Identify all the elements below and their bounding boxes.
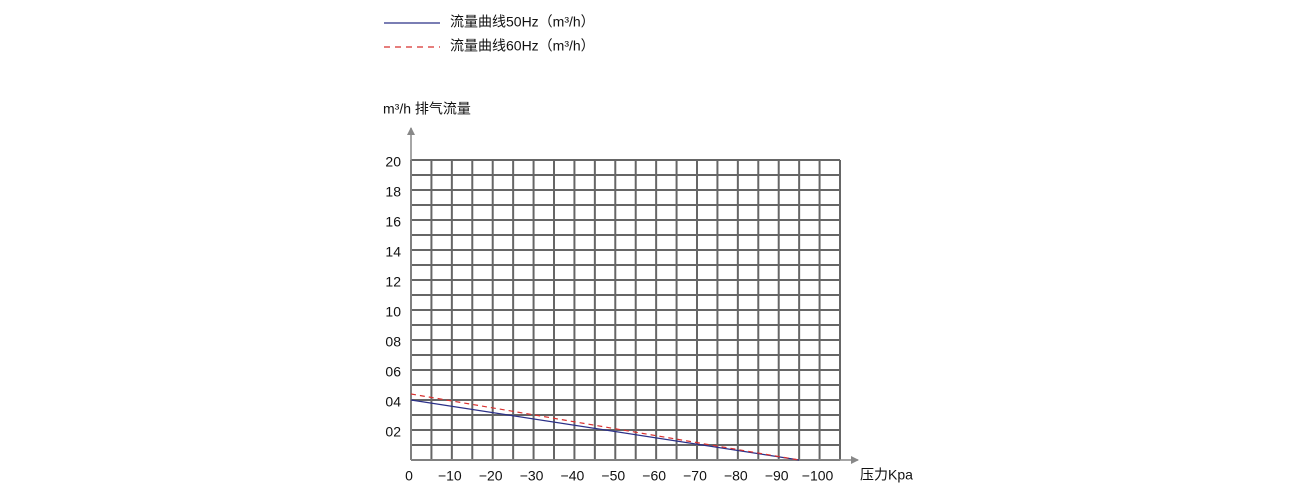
y-tick-label: 10 <box>385 304 401 320</box>
x-tick-label: −50 <box>601 468 625 484</box>
y-tick-label: 12 <box>385 274 401 290</box>
legend-label: 流量曲线50Hz（m³/h） <box>450 14 595 30</box>
y-tick-label: 18 <box>385 184 401 200</box>
x-axis-title: 压力Kpa <box>860 467 913 483</box>
x-tick-label: −100 <box>802 468 834 484</box>
y-tick-label: 16 <box>385 214 401 230</box>
x-tick-label: −10 <box>438 468 462 484</box>
x-tick-label: −20 <box>479 468 503 484</box>
x-tick-label: −80 <box>724 468 748 484</box>
legend-label: 流量曲线60Hz（m³/h） <box>450 38 595 54</box>
y-tick-label: 08 <box>385 334 401 350</box>
y-tick-label: 20 <box>385 154 401 170</box>
x-tick-label: 0 <box>405 468 413 484</box>
x-tick-label: −30 <box>520 468 544 484</box>
series-line <box>410 393 800 461</box>
y-tick-label: 04 <box>385 394 401 410</box>
y-tick-label: 14 <box>385 244 401 260</box>
series-line <box>410 399 800 461</box>
y-tick-label: 02 <box>385 424 401 440</box>
x-tick-label: −40 <box>561 468 585 484</box>
x-tick-label: −90 <box>765 468 789 484</box>
y-tick-label: 06 <box>385 364 401 380</box>
x-tick-label: −70 <box>683 468 707 484</box>
x-tick-label: −60 <box>642 468 666 484</box>
y-axis-title: m³/h 排气流量 <box>383 101 471 117</box>
